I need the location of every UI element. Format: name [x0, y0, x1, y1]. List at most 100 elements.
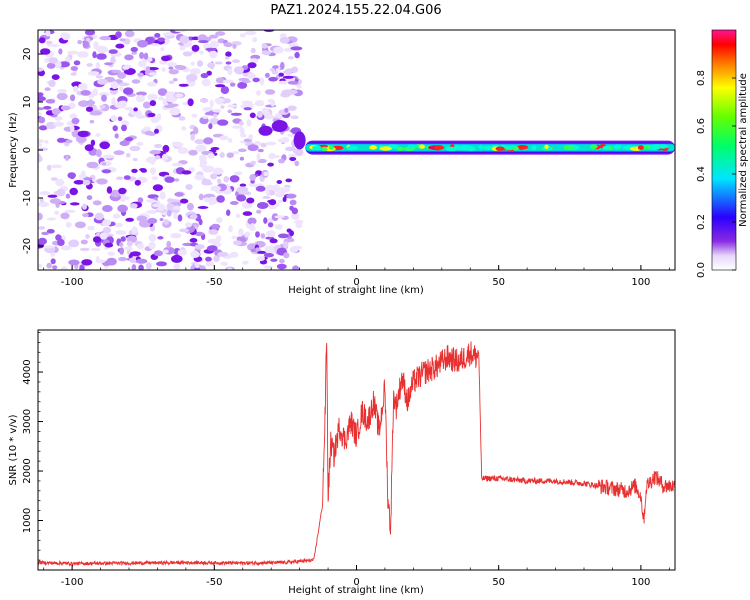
noise-speckle: [106, 186, 113, 194]
noise-speckle: [247, 217, 257, 225]
noise-speckle: [270, 258, 278, 262]
noise-speckle: [58, 61, 70, 68]
noise-speckle: [208, 229, 219, 235]
noise-speckle: [281, 136, 290, 142]
noise-speckle: [39, 197, 44, 203]
noise-speckle: [120, 236, 126, 242]
noise-speckle: [287, 105, 297, 111]
noise-speckle: [99, 36, 112, 41]
noise-speckle: [212, 108, 222, 113]
noise-speckle: [104, 242, 114, 248]
noise-speckle: [171, 254, 183, 263]
noise-speckle: [160, 47, 165, 52]
noise-speckle: [287, 56, 294, 60]
noise-speckle: [111, 69, 122, 74]
noise-speckle: [267, 162, 274, 167]
noise-speckle: [231, 151, 240, 155]
noise-speckle: [161, 67, 167, 72]
noise-speckle: [137, 197, 144, 204]
noise-speckle: [119, 100, 128, 107]
noise-speckle: [169, 107, 181, 116]
noise-speckle: [238, 228, 244, 236]
noise-speckle: [147, 81, 157, 87]
noise-speckle: [177, 214, 183, 222]
noise-speckle: [216, 217, 223, 224]
noise-speckle: [265, 184, 275, 190]
noise-speckle: [241, 100, 253, 105]
noise-speckle: [232, 43, 237, 49]
noise-speckle: [85, 234, 90, 239]
noise-speckle: [46, 164, 52, 171]
noise-speckle: [244, 30, 257, 36]
noise-speckle: [152, 184, 163, 192]
noise-speckle: [267, 98, 274, 103]
noise-speckle: [124, 107, 133, 111]
noise-speckle: [227, 104, 238, 108]
noise-speckle: [189, 68, 201, 75]
noise-speckle: [201, 182, 213, 186]
noise-speckle: [44, 87, 51, 91]
noise-speckle: [126, 240, 133, 247]
noise-speckle: [38, 154, 42, 162]
noise-speckle: [250, 223, 255, 230]
noise-speckle: [279, 36, 290, 44]
signal-peak: [321, 146, 328, 152]
x-tick-label: -100: [61, 577, 84, 588]
noise-speckle: [230, 112, 242, 116]
noise-speckle: [101, 94, 107, 102]
noise-speckle: [242, 260, 249, 265]
spectrogram-x-label: Height of straight line (km): [288, 285, 424, 296]
noise-speckle: [191, 36, 200, 41]
noise-speckle: [239, 127, 245, 135]
noise-speckle: [150, 43, 160, 47]
noise-speckle: [208, 123, 213, 130]
noise-speckle: [190, 133, 195, 141]
noise-speckle: [86, 195, 93, 201]
noise-speckle: [38, 143, 43, 147]
noise-speckle: [137, 72, 144, 77]
spectrogram-noise-region: [38, 30, 306, 270]
noise-speckle: [147, 67, 159, 71]
noise-speckle: [260, 233, 266, 239]
noise-speckle: [49, 198, 62, 204]
noise-speckle: [232, 125, 243, 129]
noise-speckle: [122, 65, 130, 70]
noise-speckle: [194, 262, 200, 269]
noise-speckle: [257, 148, 264, 153]
noise-speckle: [197, 206, 209, 209]
noise-speckle: [112, 213, 121, 219]
noise-speckle: [159, 218, 164, 221]
noise-speckle: [272, 65, 279, 69]
noise-speckle: [132, 158, 138, 162]
snr-background: [38, 330, 675, 570]
noise-speckle: [215, 77, 225, 84]
colorbar-tick-label: 0.4: [696, 166, 707, 182]
signal-peak: [369, 145, 378, 150]
noise-speckle: [235, 213, 241, 218]
noise-speckle: [261, 107, 269, 115]
noise-speckle: [264, 246, 270, 253]
y-tick-label: 3000: [22, 409, 33, 434]
noise-speckle: [148, 241, 156, 250]
noise-speckle: [125, 152, 131, 158]
noise-speckle: [153, 250, 163, 257]
signal-peak: [458, 145, 473, 150]
noise-speckle: [225, 61, 232, 65]
noise-speckle: [250, 160, 257, 165]
noise-speckle: [38, 95, 46, 102]
noise-speckle: [198, 193, 204, 201]
noise-speckle: [290, 115, 299, 119]
noise-speckle: [73, 180, 85, 185]
noise-speckle: [175, 65, 187, 71]
noise-speckle: [102, 154, 115, 159]
noise-speckle: [263, 171, 269, 177]
noise-speckle: [246, 197, 255, 204]
noise-speckle: [227, 267, 233, 270]
noise-speckle: [149, 149, 161, 155]
noise-speckle: [140, 169, 147, 173]
signal-peak: [608, 145, 613, 151]
noise-speckle: [185, 73, 198, 82]
noise-speckle: [69, 187, 78, 196]
noise-speckle: [57, 238, 65, 247]
noise-speckle: [156, 261, 167, 267]
